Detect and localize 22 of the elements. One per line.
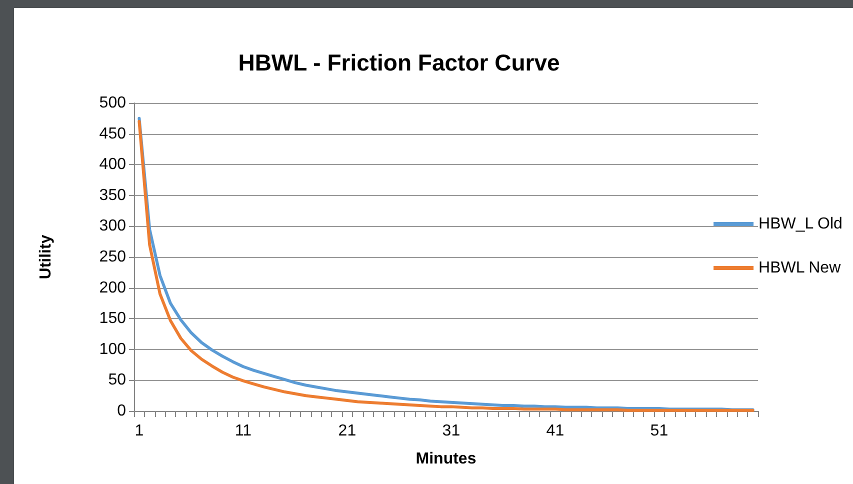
y-tick-label: 200 bbox=[99, 279, 126, 296]
legend-label: HBWL New bbox=[758, 260, 842, 276]
x-tick-label: 11 bbox=[234, 422, 252, 440]
y-tick-label: 400 bbox=[99, 156, 126, 174]
legend-label: HBW_L Old bbox=[758, 216, 842, 232]
x-tick-label: 51 bbox=[650, 422, 668, 440]
y-tick-label: 450 bbox=[99, 125, 126, 142]
y-tick-label: 100 bbox=[99, 340, 126, 358]
y-tick-label: 300 bbox=[99, 218, 126, 235]
y-tick-label: 500 bbox=[99, 94, 126, 112]
y-tick-label: 250 bbox=[99, 248, 126, 266]
y-tick-label: 50 bbox=[108, 372, 126, 389]
x-tick-label: 1 bbox=[134, 422, 144, 440]
y-axis-title: Utility bbox=[38, 234, 54, 280]
y-tick-label: 350 bbox=[99, 186, 126, 204]
x-tick-label: 41 bbox=[546, 422, 564, 440]
x-tick-label: 31 bbox=[442, 422, 460, 440]
x-axis-title: Minutes bbox=[416, 450, 476, 468]
y-tick-label: 150 bbox=[99, 310, 126, 328]
x-tick-label: 21 bbox=[338, 422, 356, 440]
chart-title: HBWL - Friction Factor Curve bbox=[238, 50, 560, 76]
y-tick-label: 0 bbox=[117, 402, 126, 420]
